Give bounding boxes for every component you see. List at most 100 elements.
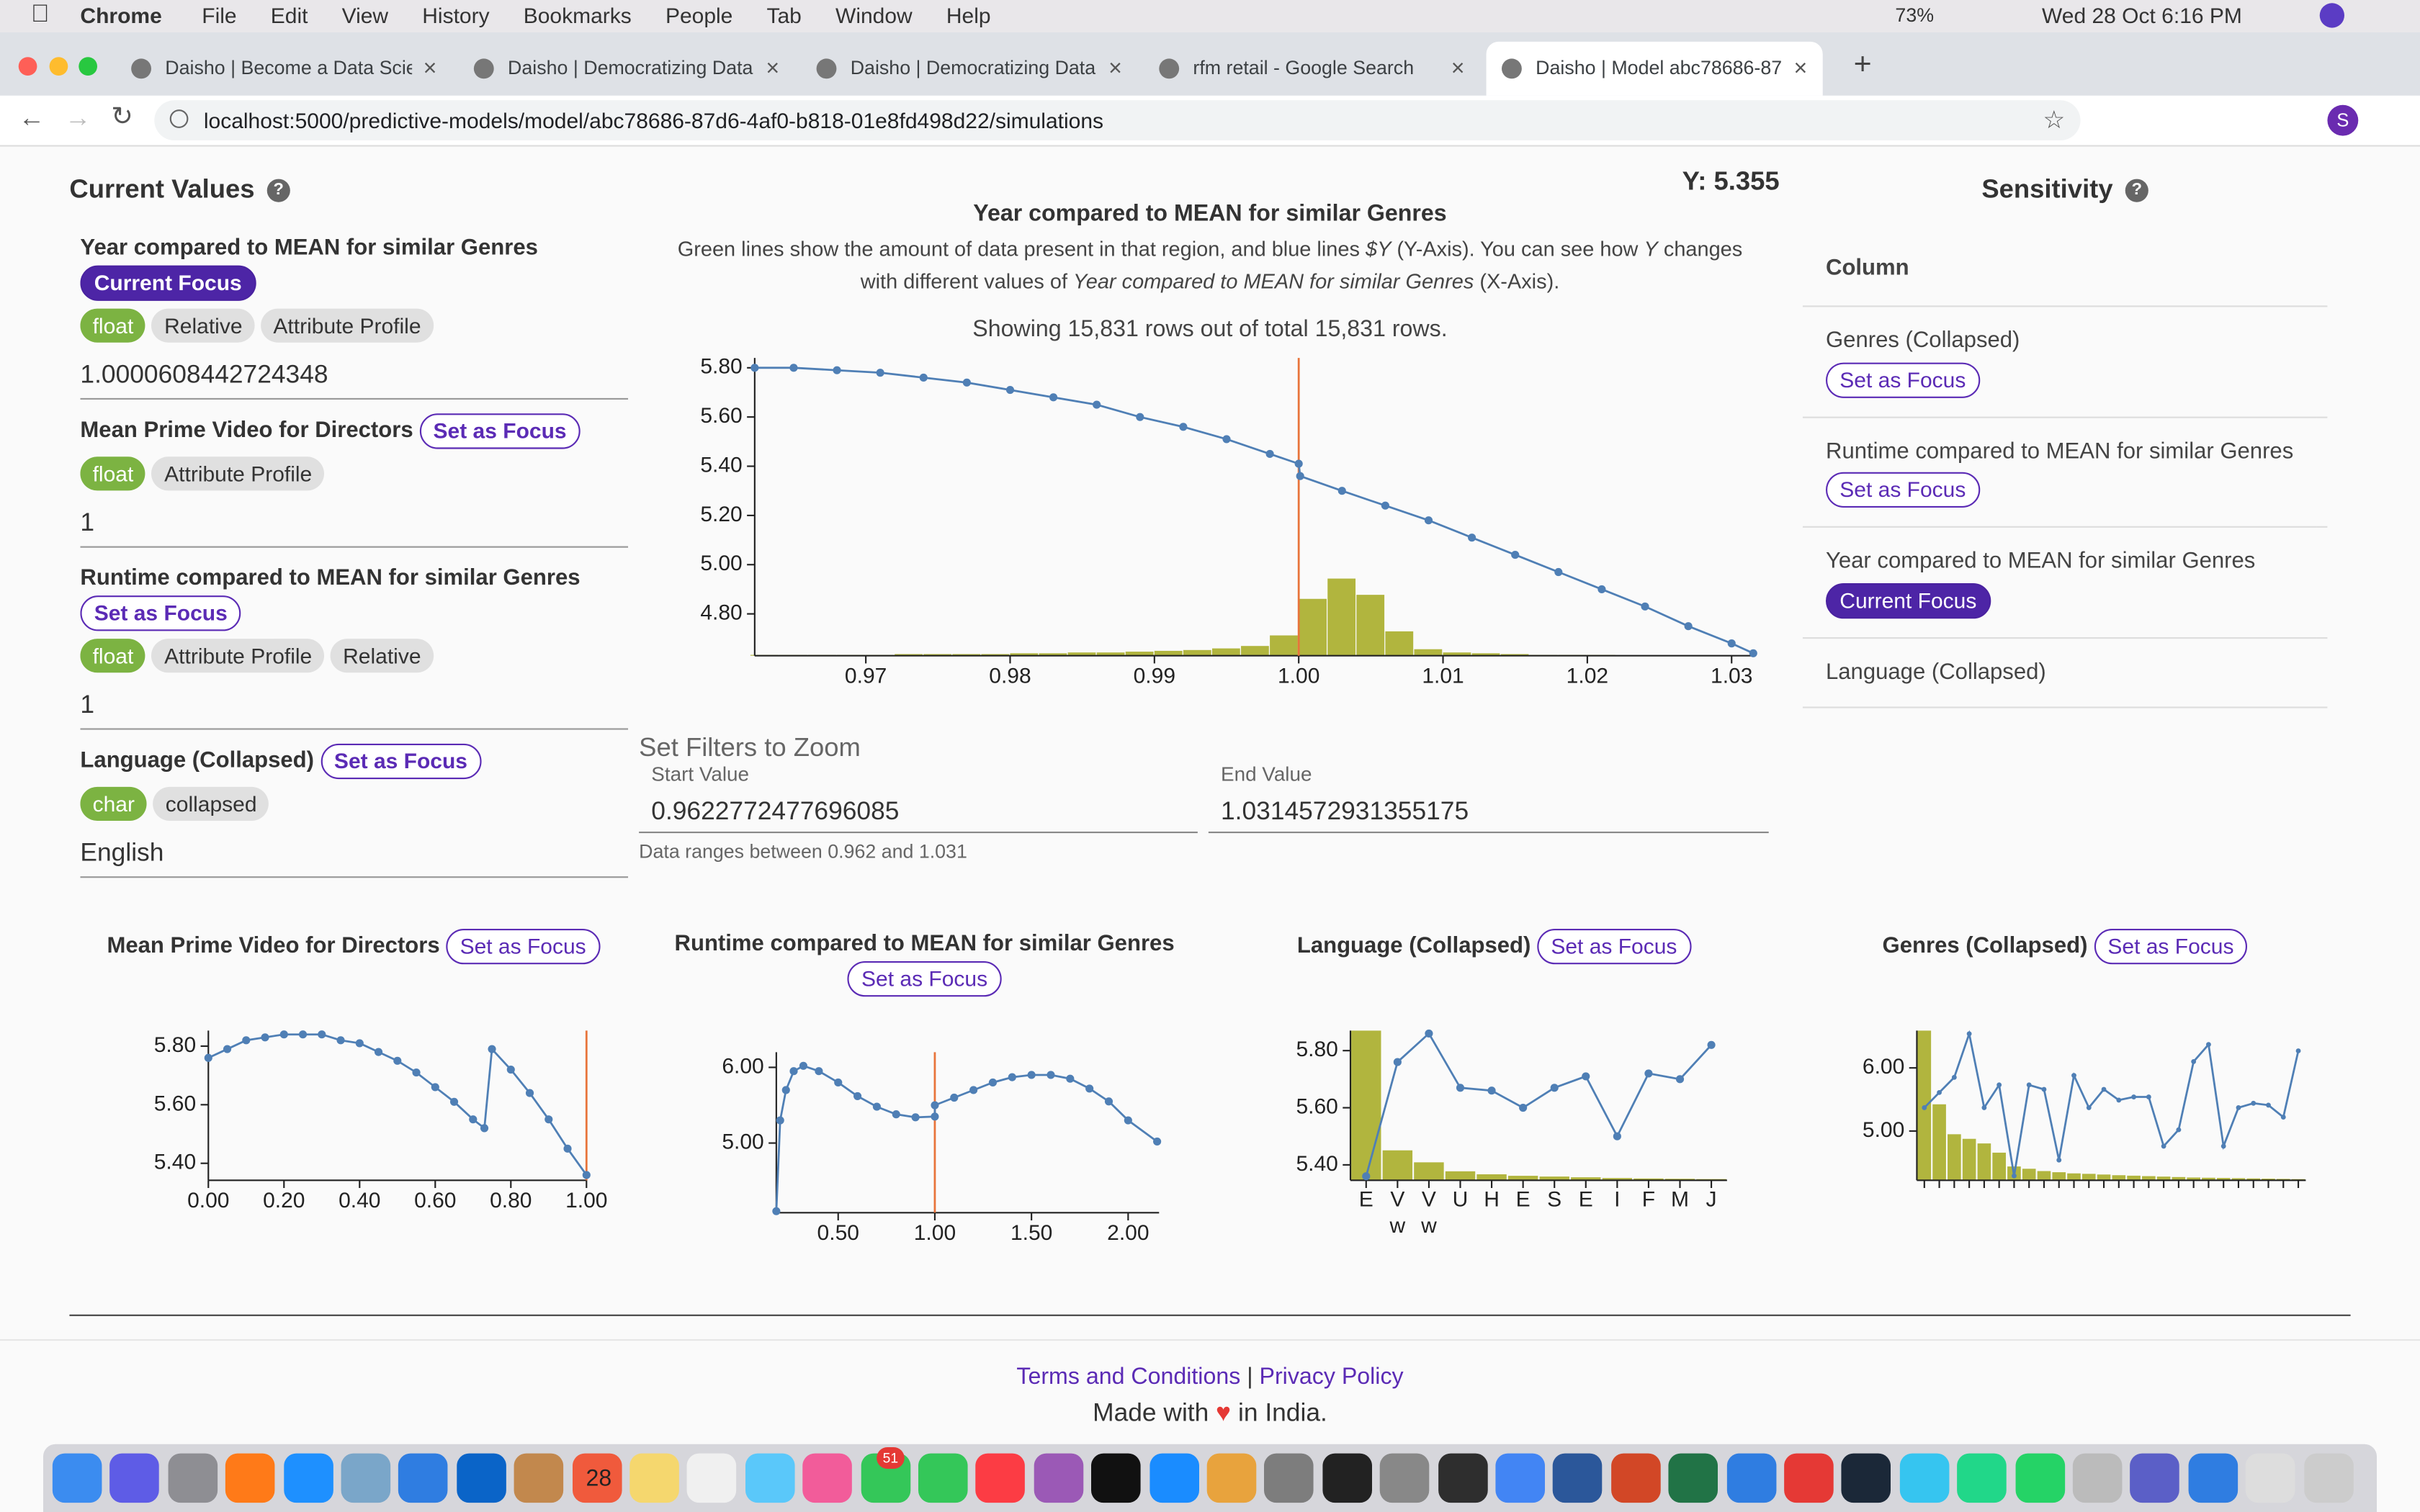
column-cell: Year compared to MEAN for similar Genres… <box>1802 526 2317 639</box>
tab-close[interactable]: × <box>766 55 780 82</box>
menu-item[interactable]: Edit <box>270 3 308 28</box>
dock-icon[interactable] <box>1091 1453 1141 1503</box>
feature-value: 1 <box>80 503 629 548</box>
data-point <box>318 1030 326 1039</box>
dock-icon[interactable] <box>2303 1453 2353 1503</box>
dock-icon[interactable] <box>1610 1453 1661 1503</box>
menu-item[interactable]: People <box>665 3 733 28</box>
dock-icon[interactable] <box>283 1453 333 1503</box>
forward[interactable]: → <box>65 103 91 133</box>
site-info[interactable] <box>169 109 189 128</box>
tab[interactable]: rfm retail - Google Search × <box>1144 42 1480 96</box>
dock-icon[interactable] <box>1206 1453 1257 1503</box>
dock-icon[interactable] <box>52 1453 102 1503</box>
data-point <box>2220 1143 2226 1149</box>
dock-icon[interactable] <box>1034 1453 1083 1503</box>
dock-icon[interactable] <box>341 1453 391 1503</box>
dock-icon[interactable] <box>2015 1453 2065 1503</box>
data-point <box>1222 435 1231 444</box>
maximize-window[interactable] <box>79 57 97 76</box>
tab-close[interactable]: × <box>1108 55 1122 82</box>
dock-icon[interactable] <box>1842 1453 1891 1503</box>
tab[interactable]: Daisho | Democratizing Data S × <box>801 42 1137 96</box>
set-focus-button[interactable]: Set as Focus <box>446 929 600 965</box>
menu-item[interactable]: Help <box>946 3 991 28</box>
set-focus-button[interactable]: Set as Focus <box>419 413 581 449</box>
dock-icon[interactable] <box>976 1453 1026 1503</box>
dock-icon[interactable] <box>514 1453 564 1503</box>
tab[interactable]: Daisho | Model abc78686-87d × <box>1486 41 1823 96</box>
set-focus-button[interactable]: Set as Focus <box>320 743 482 780</box>
back[interactable]: ← <box>18 103 45 133</box>
dock-icon[interactable] <box>1438 1453 1487 1503</box>
dock-icon[interactable] <box>168 1453 218 1503</box>
new-tab[interactable]: + <box>1853 48 1872 82</box>
data-point <box>1511 551 1520 559</box>
dock-icon[interactable] <box>1957 1453 2007 1503</box>
sensitivity-cell: 1.883 <box>2316 416 2328 528</box>
dock-icon[interactable] <box>2246 1453 2295 1503</box>
set-focus-button[interactable]: Set as Focus <box>2094 929 2248 965</box>
close-window[interactable] <box>18 57 37 76</box>
dock-icon[interactable] <box>109 1453 160 1503</box>
dock-icon[interactable] <box>1784 1453 1834 1503</box>
reload[interactable]: ↻ <box>111 102 133 132</box>
dock-icon[interactable] <box>629 1453 679 1503</box>
siri[interactable] <box>2319 3 2344 28</box>
omnibox[interactable]: localhost:5000/predictive-models/model/a… <box>154 100 2081 140</box>
dock-icon[interactable] <box>745 1453 795 1503</box>
help-icon[interactable]: ? <box>2125 179 2148 202</box>
help-icon[interactable]: ? <box>266 179 290 202</box>
terms-link[interactable]: Terms and Conditions <box>1016 1364 1241 1390</box>
column-cell: Runtime compared to MEAN for similar Gen… <box>1802 416 2317 528</box>
set-focus-button[interactable]: Set as Focus <box>80 595 242 631</box>
dock-icon[interactable] <box>1668 1453 1718 1503</box>
set-focus-button[interactable]: Set as Focus <box>1826 361 1980 397</box>
tab[interactable]: Daisho | Become a Data Scienc × <box>116 42 452 96</box>
dock-icon[interactable] <box>2130 1453 2180 1503</box>
menu-item[interactable]: Window <box>835 3 913 28</box>
set-focus-button[interactable]: Set as Focus <box>847 961 1002 997</box>
bookmark-star[interactable]: ☆ <box>2043 108 2066 135</box>
menu-item[interactable]: File <box>202 3 237 28</box>
menu-item[interactable]: Bookmarks <box>523 3 632 28</box>
tab-close[interactable]: × <box>1451 55 1465 82</box>
tab-close[interactable]: × <box>1793 55 1808 82</box>
menu-item[interactable]: Tab <box>766 3 802 28</box>
dock-icon[interactable] <box>456 1453 506 1503</box>
tab[interactable]: Daisho | Democratizing Data S × <box>458 42 794 96</box>
dock-icon[interactable] <box>918 1453 968 1503</box>
set-focus-button[interactable]: Set as Focus <box>1537 929 1691 965</box>
menu-item[interactable]: History <box>422 3 490 28</box>
privacy-link[interactable]: Privacy Policy <box>1259 1364 1404 1390</box>
dock-icon[interactable] <box>2072 1453 2123 1503</box>
profile[interactable]: S <box>2327 104 2359 136</box>
app-menu[interactable]: Chrome <box>80 3 162 28</box>
dock-icon[interactable] <box>225 1453 275 1503</box>
dock-icon[interactable] <box>687 1453 737 1503</box>
dock-icon[interactable] <box>1495 1453 1545 1503</box>
tab-close[interactable]: × <box>423 55 437 82</box>
battery[interactable]: 73% <box>1895 4 1935 27</box>
set-focus-button[interactable]: Set as Focus <box>1826 472 1980 508</box>
dock-icon[interactable] <box>2188 1453 2238 1503</box>
dock-icon[interactable] <box>1149 1453 1199 1503</box>
clock[interactable]: Wed 28 Oct 6:16 PM <box>2042 3 2242 28</box>
dock-icon[interactable] <box>1553 1453 1603 1503</box>
dock-icon[interactable] <box>1380 1453 1430 1503</box>
dock-icon[interactable] <box>398 1453 449 1503</box>
dock-icon[interactable] <box>802 1453 853 1503</box>
footer-made-with: Made with ♥ in India. <box>0 1400 2420 1429</box>
apple-menu[interactable]:  <box>31 1 50 30</box>
dock-icon[interactable] <box>1899 1453 1949 1503</box>
dock-icon[interactable] <box>572 1453 622 1503</box>
dock-icon[interactable] <box>1264 1453 1314 1503</box>
menu-item[interactable]: View <box>341 3 389 28</box>
count-bar <box>1992 1152 2006 1181</box>
start-input[interactable]: 0.9622772477696085 <box>639 793 1198 834</box>
url[interactable]: localhost:5000/predictive-models/model/a… <box>203 108 1104 133</box>
dock-icon[interactable] <box>1322 1453 1372 1503</box>
dock-icon[interactable] <box>1726 1453 1776 1503</box>
minimize-window[interactable] <box>49 57 68 76</box>
end-input[interactable]: 1.0314572931355175 <box>1208 793 1769 834</box>
